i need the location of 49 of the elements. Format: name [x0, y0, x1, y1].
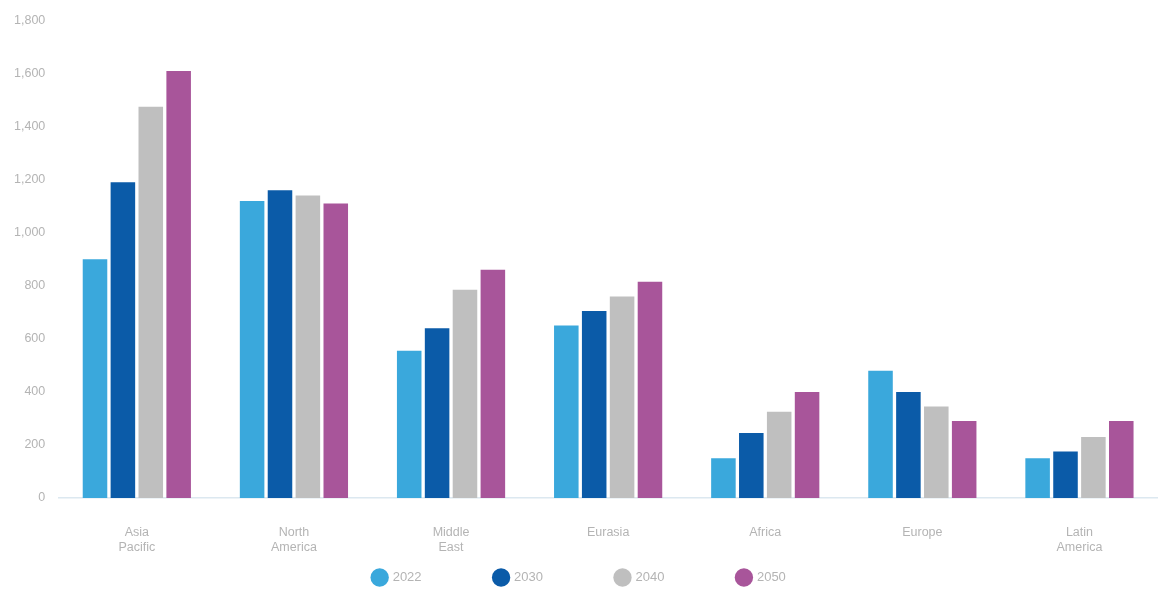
y-tick-label: 200: [24, 437, 46, 452]
bar: [951, 421, 977, 498]
bar: [924, 406, 949, 498]
y-tick-label: 1,600: [14, 66, 46, 81]
x-tick-label: Latin America: [1056, 524, 1103, 554]
y-tick-label: 0: [38, 490, 46, 505]
bar: [323, 203, 349, 498]
x-tick-label: Middle East: [432, 524, 470, 554]
bar: [138, 106, 164, 498]
bar: [637, 281, 663, 498]
legend-label: 2030: [514, 569, 543, 585]
y-tick-label: 1,200: [14, 172, 46, 187]
y-tick-label: 800: [24, 278, 46, 293]
bar: [766, 411, 792, 498]
bar: [295, 195, 321, 498]
bar: [267, 190, 293, 498]
bar: [1081, 436, 1106, 498]
legend-label: 2040: [635, 569, 665, 585]
bar: [239, 200, 265, 498]
legend-label: 2022: [392, 569, 422, 585]
bar: [896, 391, 921, 498]
x-tick-label: Eurasia: [586, 524, 630, 539]
bar: [581, 310, 607, 498]
bar: [1109, 421, 1134, 498]
legend-label: 2050: [756, 569, 786, 585]
bar: [424, 328, 450, 498]
bar: [480, 269, 506, 498]
x-tick-label: North America: [271, 524, 317, 554]
bar: [554, 325, 579, 498]
bar: [166, 70, 191, 498]
bar: [1053, 451, 1078, 498]
y-tick-label: 1,000: [14, 225, 46, 240]
y-tick-label: 400: [24, 384, 46, 399]
bar: [711, 458, 736, 498]
bar: [609, 296, 635, 498]
x-tick-label: Europe: [902, 524, 943, 539]
bar: [739, 433, 764, 498]
bar: [1025, 458, 1050, 498]
x-tick-label: Africa: [749, 524, 782, 539]
bar: [82, 259, 108, 498]
bar: [110, 182, 136, 498]
bar: [794, 391, 820, 498]
bar: [396, 350, 422, 498]
bar: [868, 370, 893, 498]
x-tick-label: Asia Pacific: [118, 524, 156, 554]
y-tick-label: 600: [24, 331, 46, 346]
bar: [452, 289, 478, 498]
y-tick-label: 1,800: [14, 12, 46, 27]
y-tick-label: 1,400: [14, 119, 46, 134]
